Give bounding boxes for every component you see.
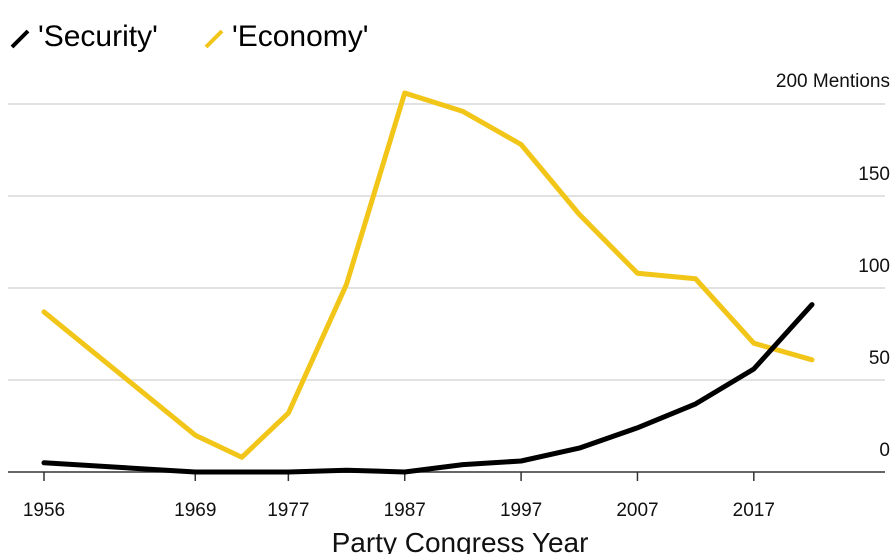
y-unit-label: 200 Mentions xyxy=(776,71,890,92)
legend-label-security: 'Security' xyxy=(38,20,158,53)
y-tick-label-0: 0 xyxy=(879,440,890,461)
x-tick-label-1977: 1977 xyxy=(267,500,309,521)
series-line-economy xyxy=(41,90,815,460)
y-tick-labels: 0 50 100 150 xyxy=(858,164,890,461)
series-line-security xyxy=(41,302,815,475)
x-tick-label-1987: 1987 xyxy=(384,500,426,521)
x-tick-label-1956: 1956 xyxy=(23,500,65,521)
y-tick-label-50: 50 xyxy=(869,348,890,369)
x-tick-label-1969: 1969 xyxy=(174,500,216,521)
x-tick-label-2017: 2017 xyxy=(733,500,775,521)
y-tick-label-100: 100 xyxy=(858,256,890,277)
legend: 'Security' 'Economy' xyxy=(10,20,369,53)
x-tick-label-1997: 1997 xyxy=(500,500,542,521)
x-ticks: 1956 1969 1977 1987 1997 2007 2017 xyxy=(23,472,775,521)
y-tick-label-150: 150 xyxy=(858,164,890,185)
legend-label-economy: 'Economy' xyxy=(232,20,369,53)
legend-swatch-security xyxy=(10,29,30,49)
grid xyxy=(8,103,885,381)
series-lines xyxy=(41,90,815,475)
legend-swatch-economy xyxy=(204,29,224,49)
x-tick-label-2007: 2007 xyxy=(616,500,658,521)
x-axis-title: Party Congress Year xyxy=(332,527,589,554)
